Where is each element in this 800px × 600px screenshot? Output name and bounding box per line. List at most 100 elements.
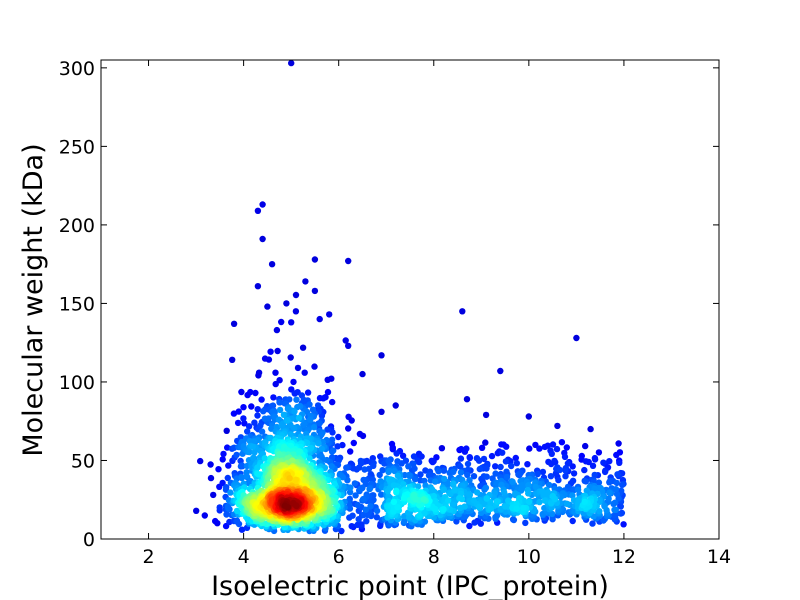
data-point [254,412,261,419]
data-point [238,474,245,482]
data-point [606,479,613,486]
data-point [562,473,569,480]
data-point [328,448,336,455]
data-point [278,422,286,429]
data-point [453,518,460,525]
data-point [525,490,532,497]
data-point [286,396,293,403]
data-point [459,482,466,489]
data-point [587,425,594,433]
data-point [562,467,569,474]
data-point [394,458,401,465]
data-point [259,201,266,208]
data-point [551,457,558,465]
data-point [456,494,463,502]
data-point [258,396,265,403]
data-point [301,420,308,428]
y-tick-label: 250 [59,136,95,158]
data-point [391,467,398,475]
data-point [267,348,274,355]
data-point [318,431,325,438]
data-point [389,476,396,484]
data-point [461,503,468,510]
data-point [444,497,452,504]
data-point [349,512,356,519]
data-point [385,457,392,465]
data-point [342,337,349,344]
data-point [476,503,483,511]
data-point [574,486,582,493]
data-point [264,303,271,310]
data-point [406,472,413,479]
data-point [227,489,234,496]
data-point [354,501,361,509]
data-point [324,426,331,433]
x-tick-label: 10 [517,546,541,568]
data-point [390,498,398,506]
data-point [212,517,219,525]
data-point [595,479,603,486]
data-point [525,482,532,489]
data-point [512,454,519,462]
data-point [492,463,499,470]
data-point [280,411,288,418]
data-point [260,408,267,415]
data-point [606,489,613,496]
data-point [392,402,399,409]
y-tick-label: 50 [71,450,95,472]
data-point [336,471,344,479]
data-point [480,455,488,463]
data-point [582,478,590,485]
data-point [589,462,597,469]
data-point [524,461,531,468]
data-point [238,526,246,533]
data-point [414,483,422,490]
data-point [378,491,385,498]
data-point [233,507,241,515]
data-point [616,459,623,466]
x-tick-label: 12 [612,546,636,568]
data-point [328,463,335,470]
data-point [379,467,386,474]
data-point [520,504,527,512]
data-point [234,419,242,427]
data-point [314,402,322,409]
data-point [487,505,494,512]
data-point [350,439,357,447]
data-point [513,460,520,467]
data-point [315,440,322,447]
data-point [401,494,408,502]
data-point [393,450,400,457]
data-point [532,483,539,491]
data-point [362,506,369,513]
data-point [394,472,402,479]
data-point [278,318,285,326]
data-point [294,364,302,372]
axes: 2 4 6 8 10 12 14 0 50 100 150 200 250 300 [59,58,731,568]
data-point [346,489,354,496]
data-point [515,471,522,478]
data-point [450,480,457,487]
data-point [471,519,478,526]
data-point [288,59,295,67]
data-point [293,396,300,403]
y-tick-label: 100 [59,372,95,394]
x-tick-label: 6 [333,546,345,568]
data-point [287,431,294,438]
data-point [244,391,251,399]
data-point [373,514,380,521]
data-point [360,495,367,503]
data-point [309,406,317,413]
y-tick-label: 200 [59,215,95,237]
data-point [464,471,471,479]
data-point [464,460,472,468]
data-point [503,443,510,450]
data-point [497,367,504,375]
data-point [276,399,284,406]
data-point [276,377,283,384]
data-point [304,389,312,396]
data-point [272,380,279,388]
data-point [601,468,609,476]
data-point [286,475,293,482]
data-point [473,489,481,496]
